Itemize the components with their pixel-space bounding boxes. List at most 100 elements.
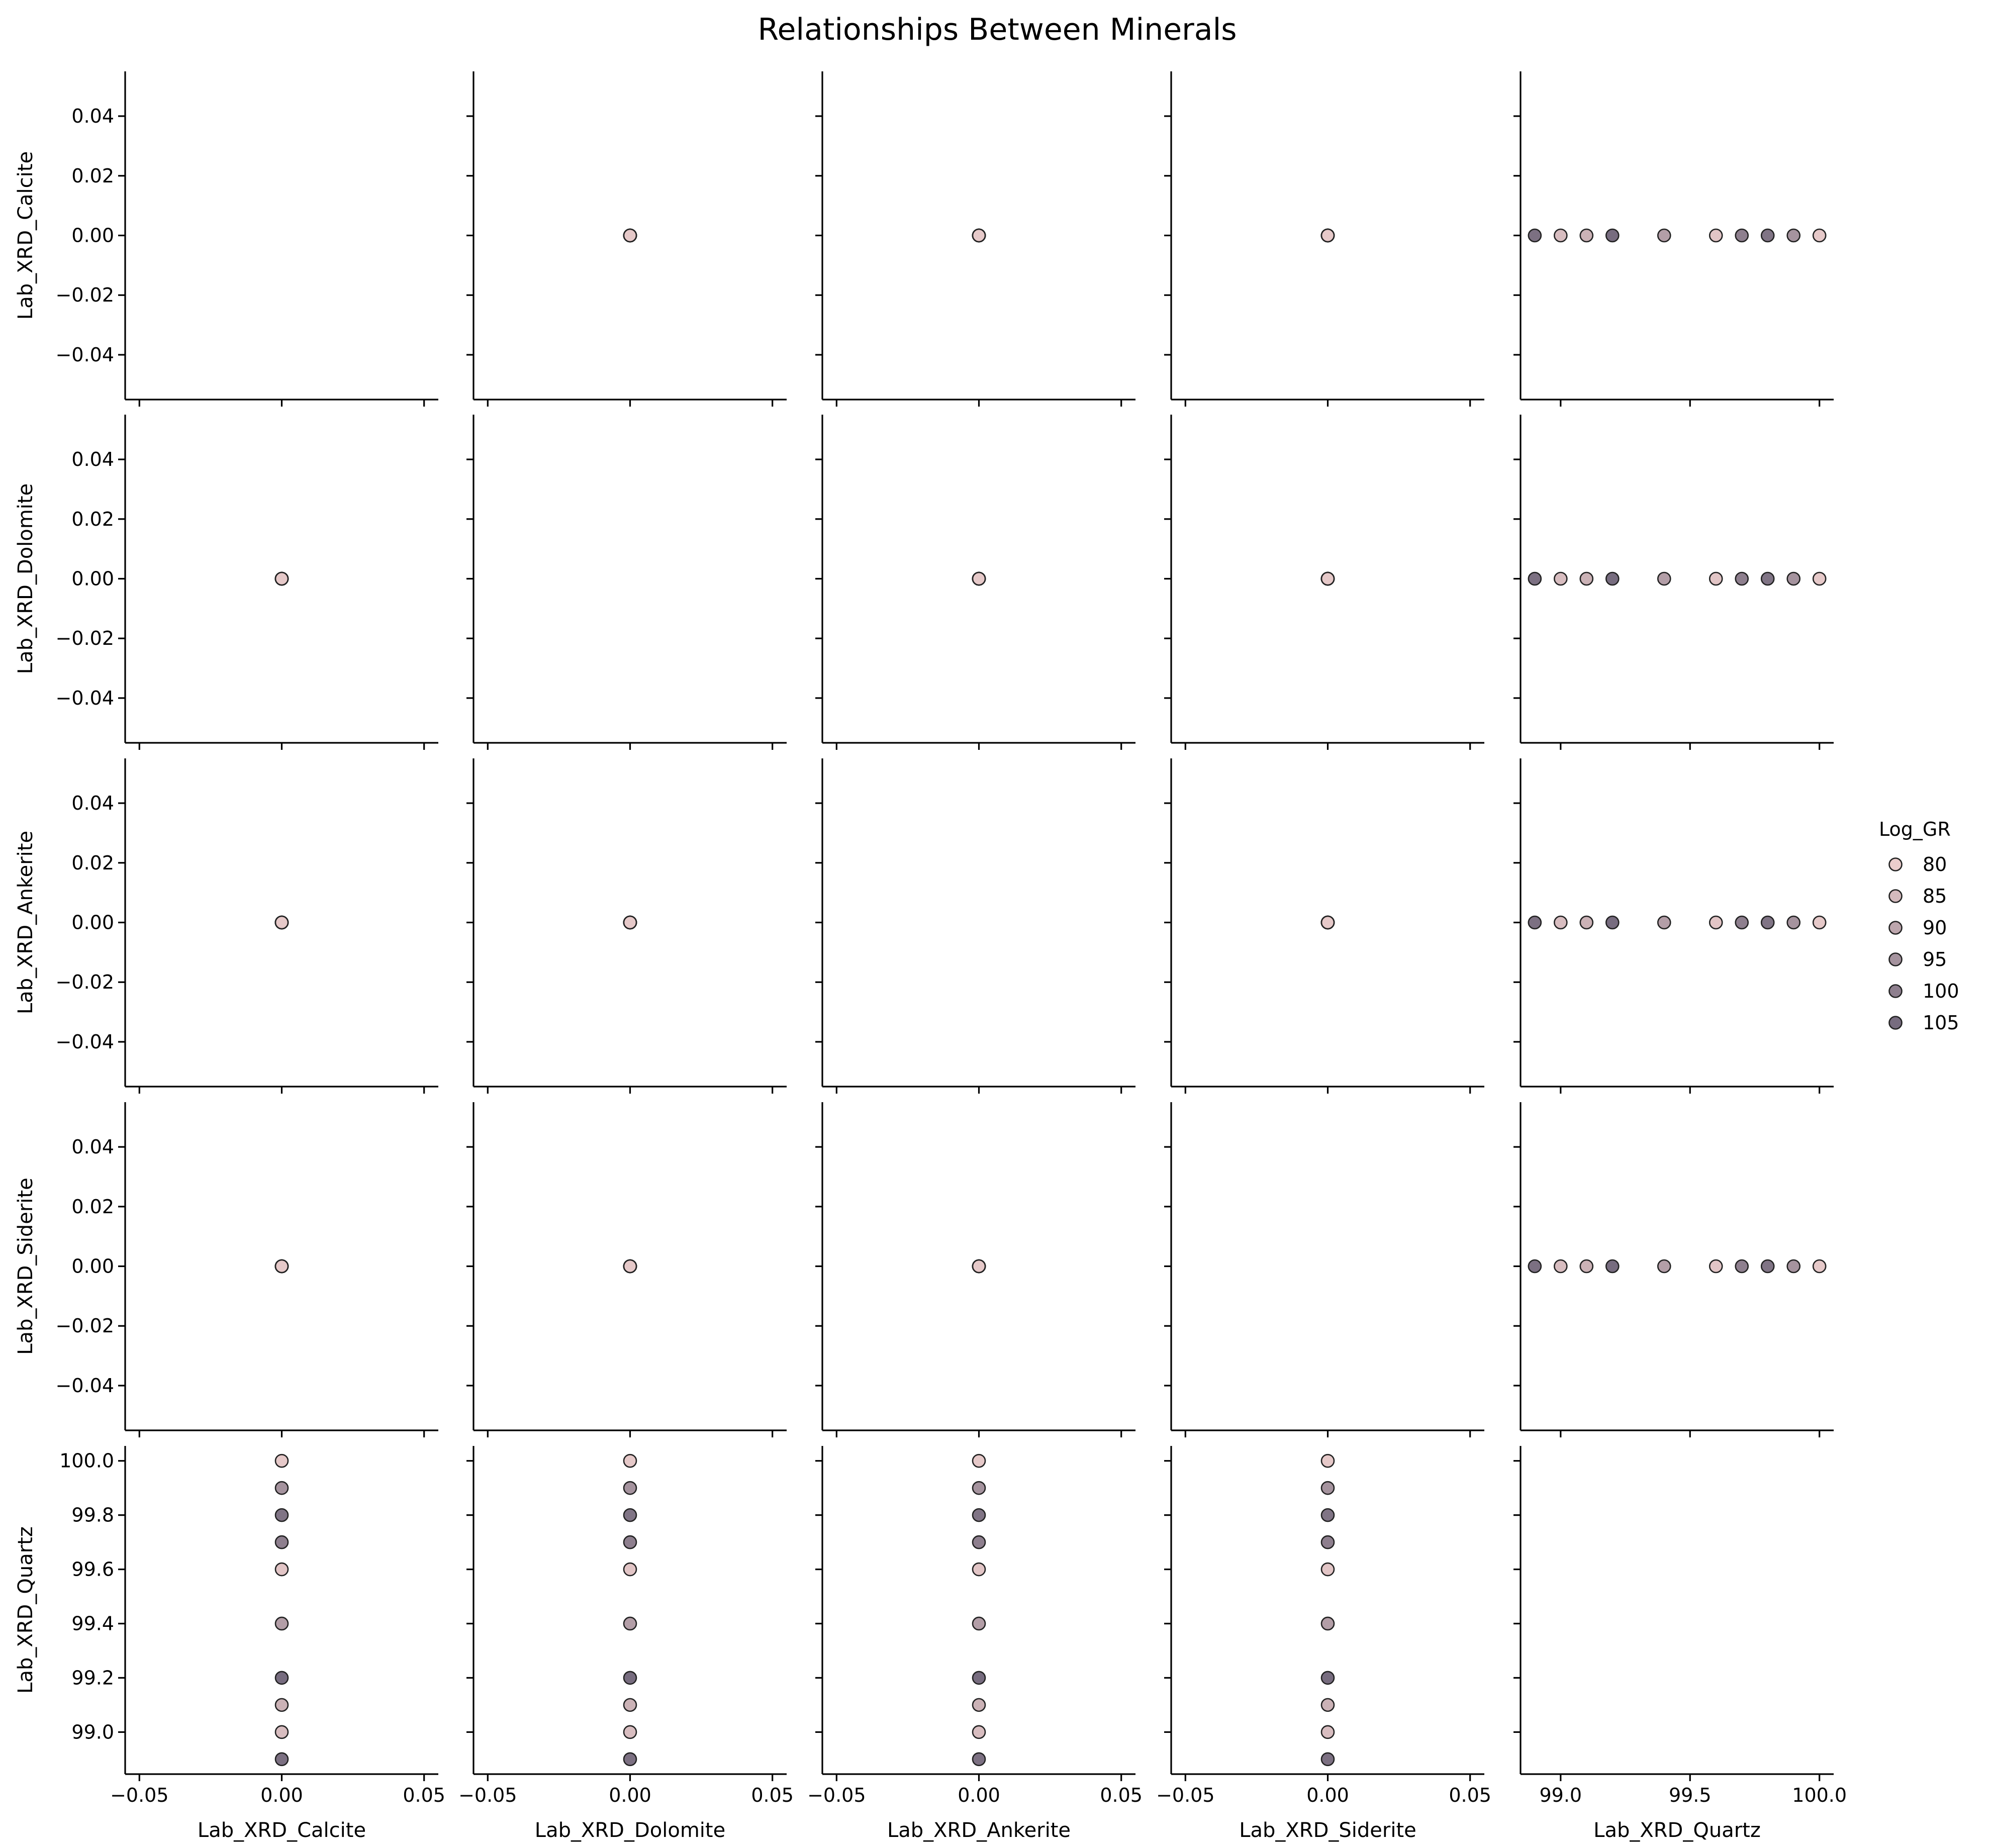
data-point <box>1528 915 1542 930</box>
data-point <box>972 1453 986 1468</box>
legend-marker <box>1888 889 1903 903</box>
legend: Log_GR 80 85 90 95 100 105 <box>1879 818 1959 1034</box>
panel-1-2 <box>815 415 1135 750</box>
y-axis-label: Lab_XRD_Ankerite <box>14 831 37 1014</box>
legend-label: 100 <box>1923 980 1959 1002</box>
data-point <box>972 1508 986 1522</box>
data-point <box>1657 228 1671 243</box>
data-point <box>1657 571 1671 586</box>
panel-2-1 <box>466 758 787 1094</box>
data-point <box>1320 571 1335 586</box>
panel-2-4 <box>1513 758 1834 1094</box>
data-point <box>1528 228 1542 243</box>
y-tick-label: 0.04 <box>71 105 114 127</box>
y-tick-label: 99.2 <box>71 1667 114 1689</box>
y-tick-label: −0.02 <box>56 1315 114 1337</box>
y-tick-label: −0.04 <box>56 687 114 709</box>
data-point <box>972 1562 986 1577</box>
data-point <box>1709 228 1723 243</box>
data-point <box>623 1725 637 1739</box>
data-point <box>1320 1698 1335 1712</box>
data-point <box>972 1725 986 1739</box>
panel-4-4: 99.0 99.5 100.0 <box>1513 1446 1847 1806</box>
data-point <box>1786 1259 1801 1274</box>
data-point <box>1786 571 1801 586</box>
data-point <box>1320 1752 1335 1767</box>
x-tick-label: 99.0 <box>1540 1784 1582 1806</box>
legend-marker <box>1888 921 1903 935</box>
panel-4-1: −0.05 0.00 0.05 <box>458 1446 794 1806</box>
data-point <box>623 1752 637 1767</box>
x-axis-label: Lab_XRD_Calcite <box>198 1819 366 1842</box>
data-point <box>623 228 637 243</box>
panel-4-3: −0.05 0.00 0.05 <box>1156 1446 1491 1806</box>
y-tick-label: 0.02 <box>71 165 114 187</box>
data-point <box>972 1259 986 1274</box>
legend-label: 85 <box>1923 885 1947 907</box>
data-point <box>1579 915 1594 930</box>
data-point <box>623 1698 637 1712</box>
panel-3-4 <box>1513 1102 1834 1437</box>
x-tick-label: 0.05 <box>1100 1784 1143 1806</box>
data-point <box>1760 915 1775 930</box>
y-tick-label: 99.4 <box>71 1612 114 1634</box>
panel-2-0: −0.04 −0.02 0.00 0.02 0.04 <box>56 758 438 1094</box>
data-point <box>623 1616 637 1631</box>
y-tick-label: −0.04 <box>56 344 114 366</box>
data-point <box>1320 1481 1335 1495</box>
data-point <box>1786 915 1801 930</box>
data-point <box>623 915 637 930</box>
y-axis-label: Lab_XRD_Calcite <box>14 151 37 320</box>
panel-1-0: −0.04 −0.02 0.00 0.02 0.04 <box>56 415 438 750</box>
data-point <box>274 1725 289 1739</box>
y-tick-label: 100.0 <box>59 1450 114 1472</box>
legend-label: 80 <box>1923 853 1947 876</box>
panel-0-0: −0.04 −0.02 0.00 0.02 0.04 <box>56 71 438 407</box>
data-point <box>274 1259 289 1274</box>
chart-title: Relationships Between Minerals <box>758 12 1237 47</box>
data-point <box>972 1752 986 1767</box>
data-point <box>1579 1259 1594 1274</box>
data-point <box>1320 1725 1335 1739</box>
y-tick-label: 0.04 <box>71 792 114 814</box>
data-point <box>1320 1453 1335 1468</box>
y-axis-label: Lab_XRD_Dolomite <box>14 483 37 674</box>
data-point <box>623 1259 637 1274</box>
legend-marker <box>1888 1016 1903 1030</box>
data-point <box>274 1481 289 1495</box>
legend-marker <box>1888 952 1903 966</box>
data-point <box>623 1481 637 1495</box>
data-point <box>972 228 986 243</box>
data-point <box>623 1671 637 1685</box>
data-point <box>1786 228 1801 243</box>
panel-3-3 <box>1164 1102 1484 1437</box>
data-point <box>1579 228 1594 243</box>
x-tick-label: 99.5 <box>1669 1784 1712 1806</box>
legend-marker <box>1888 984 1903 998</box>
data-point <box>1320 1671 1335 1685</box>
y-tick-label: 0.02 <box>71 852 114 874</box>
x-tick-label: 0.00 <box>260 1784 303 1806</box>
x-axis-label: Lab_XRD_Ankerite <box>887 1819 1071 1842</box>
x-tick-label: 100.0 <box>1792 1784 1847 1806</box>
data-point <box>1735 1259 1749 1274</box>
y-tick-label: 0.00 <box>71 912 114 934</box>
panel-0-4 <box>1513 71 1834 407</box>
data-point <box>1320 228 1335 243</box>
x-tick-label: −0.05 <box>458 1784 517 1806</box>
data-point <box>1760 228 1775 243</box>
data-point <box>1320 1508 1335 1522</box>
data-point <box>274 1562 289 1577</box>
y-tick-label: 0.04 <box>71 448 114 470</box>
panel-3-2 <box>815 1102 1135 1437</box>
data-point <box>1605 915 1620 930</box>
data-point <box>1812 1259 1827 1274</box>
data-point <box>1812 571 1827 586</box>
y-tick-label: 0.02 <box>71 508 114 530</box>
x-tick-label: −0.05 <box>110 1784 168 1806</box>
data-point <box>1554 915 1568 930</box>
x-tick-label: 0.00 <box>958 1784 1000 1806</box>
panel-3-1 <box>466 1102 787 1437</box>
data-point <box>1579 571 1594 586</box>
data-point <box>972 1698 986 1712</box>
